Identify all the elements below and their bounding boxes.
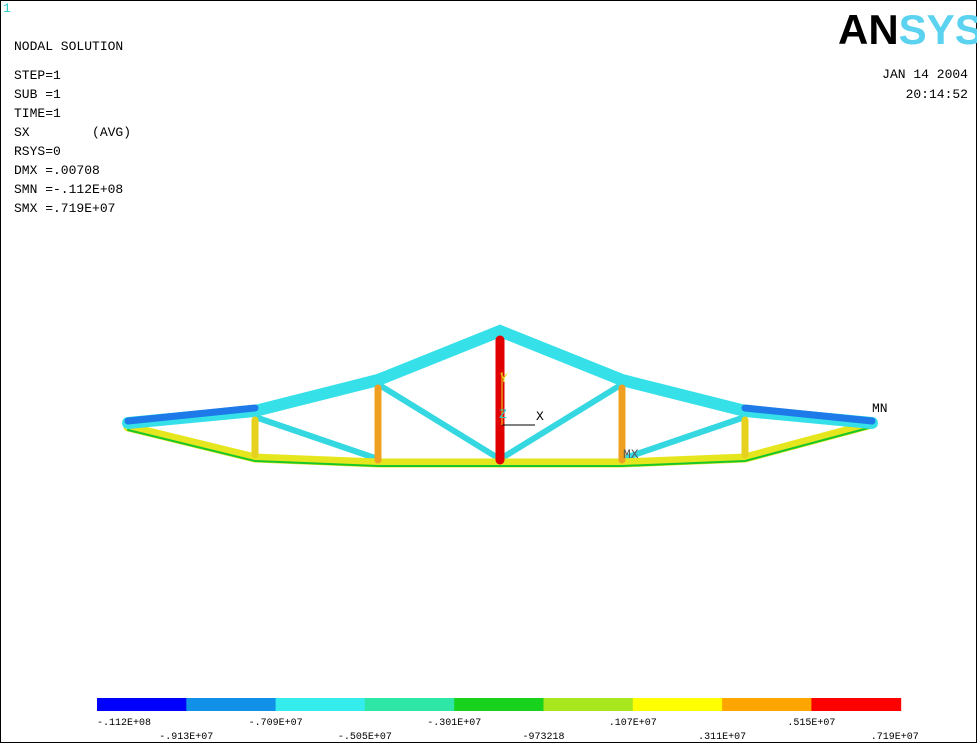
legend-label: -.913E+07 <box>159 732 213 743</box>
legend-label: .515E+07 <box>787 718 835 729</box>
frame <box>1 1 977 743</box>
legend-swatch <box>365 698 455 711</box>
info-line: NODAL SOLUTION <box>14 39 123 54</box>
info-line: SX (AVG) <box>14 125 131 140</box>
legend-label: -973218 <box>522 732 564 743</box>
legend-swatch <box>276 698 366 711</box>
logo-b: SYS <box>899 6 977 53</box>
triad-y: Y <box>500 371 508 386</box>
legend-swatch <box>97 698 187 711</box>
ansys-window: 1 ANSYS JAN 14 2004 20:14:52 NODAL SOLUT… <box>0 0 977 743</box>
info-line: RSYS=0 <box>14 144 61 159</box>
legend-label: -.709E+07 <box>249 718 303 729</box>
max-marker: MX <box>623 447 639 462</box>
info-line: DMX =.00708 <box>14 163 100 178</box>
info-line: SUB =1 <box>14 87 61 102</box>
logo-a: AN <box>838 6 899 53</box>
legend-swatch <box>811 698 901 711</box>
legend-label: -.112E+08 <box>97 718 151 729</box>
legend-swatch <box>722 698 812 711</box>
info-line: SMX =.719E+07 <box>14 201 115 216</box>
legend-swatch <box>454 698 544 711</box>
legend-swatch <box>633 698 723 711</box>
info-line: STEP=1 <box>14 68 61 83</box>
time: 20:14:52 <box>906 87 968 102</box>
legend-swatch <box>544 698 634 711</box>
legend-label: .107E+07 <box>609 718 657 729</box>
window-number: 1 <box>3 1 11 16</box>
logo: ANSYS <box>838 6 977 53</box>
legend-label: .719E+07 <box>871 732 919 743</box>
info-line: TIME=1 <box>14 106 61 121</box>
triad-z: Z <box>499 407 507 422</box>
info-line: SMN =-.112E+08 <box>14 182 123 197</box>
legend-swatch <box>186 698 276 711</box>
date: JAN 14 2004 <box>882 67 968 82</box>
legend-label: -.301E+07 <box>427 718 481 729</box>
min-marker: MN <box>872 401 888 416</box>
legend-label: -.505E+07 <box>338 732 392 743</box>
triad-x: X <box>536 409 544 424</box>
legend-label: .311E+07 <box>698 732 746 743</box>
